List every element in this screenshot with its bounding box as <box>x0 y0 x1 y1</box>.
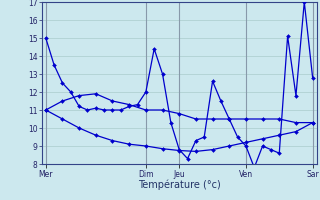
X-axis label: Température (°c): Température (°c) <box>138 180 220 190</box>
